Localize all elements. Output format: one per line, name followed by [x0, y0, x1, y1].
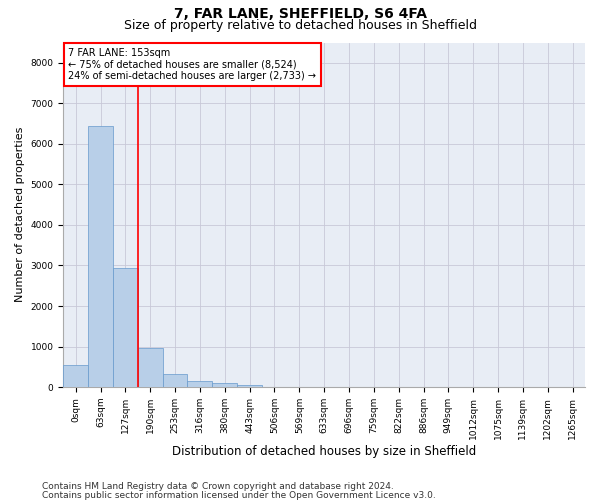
Text: Size of property relative to detached houses in Sheffield: Size of property relative to detached ho… — [124, 18, 476, 32]
Bar — [212, 383, 237, 387]
Text: Contains public sector information licensed under the Open Government Licence v3: Contains public sector information licen… — [42, 490, 436, 500]
Bar — [113, 268, 138, 387]
Bar — [88, 126, 113, 387]
X-axis label: Distribution of detached houses by size in Sheffield: Distribution of detached houses by size … — [172, 444, 476, 458]
Bar — [138, 348, 163, 387]
Y-axis label: Number of detached properties: Number of detached properties — [15, 127, 25, 302]
Bar — [63, 365, 88, 387]
Bar — [163, 374, 187, 387]
Text: 7 FAR LANE: 153sqm
← 75% of detached houses are smaller (8,524)
24% of semi-deta: 7 FAR LANE: 153sqm ← 75% of detached hou… — [68, 48, 316, 81]
Bar — [237, 384, 262, 387]
Bar — [187, 381, 212, 387]
Text: Contains HM Land Registry data © Crown copyright and database right 2024.: Contains HM Land Registry data © Crown c… — [42, 482, 394, 491]
Text: 7, FAR LANE, SHEFFIELD, S6 4FA: 7, FAR LANE, SHEFFIELD, S6 4FA — [173, 8, 427, 22]
